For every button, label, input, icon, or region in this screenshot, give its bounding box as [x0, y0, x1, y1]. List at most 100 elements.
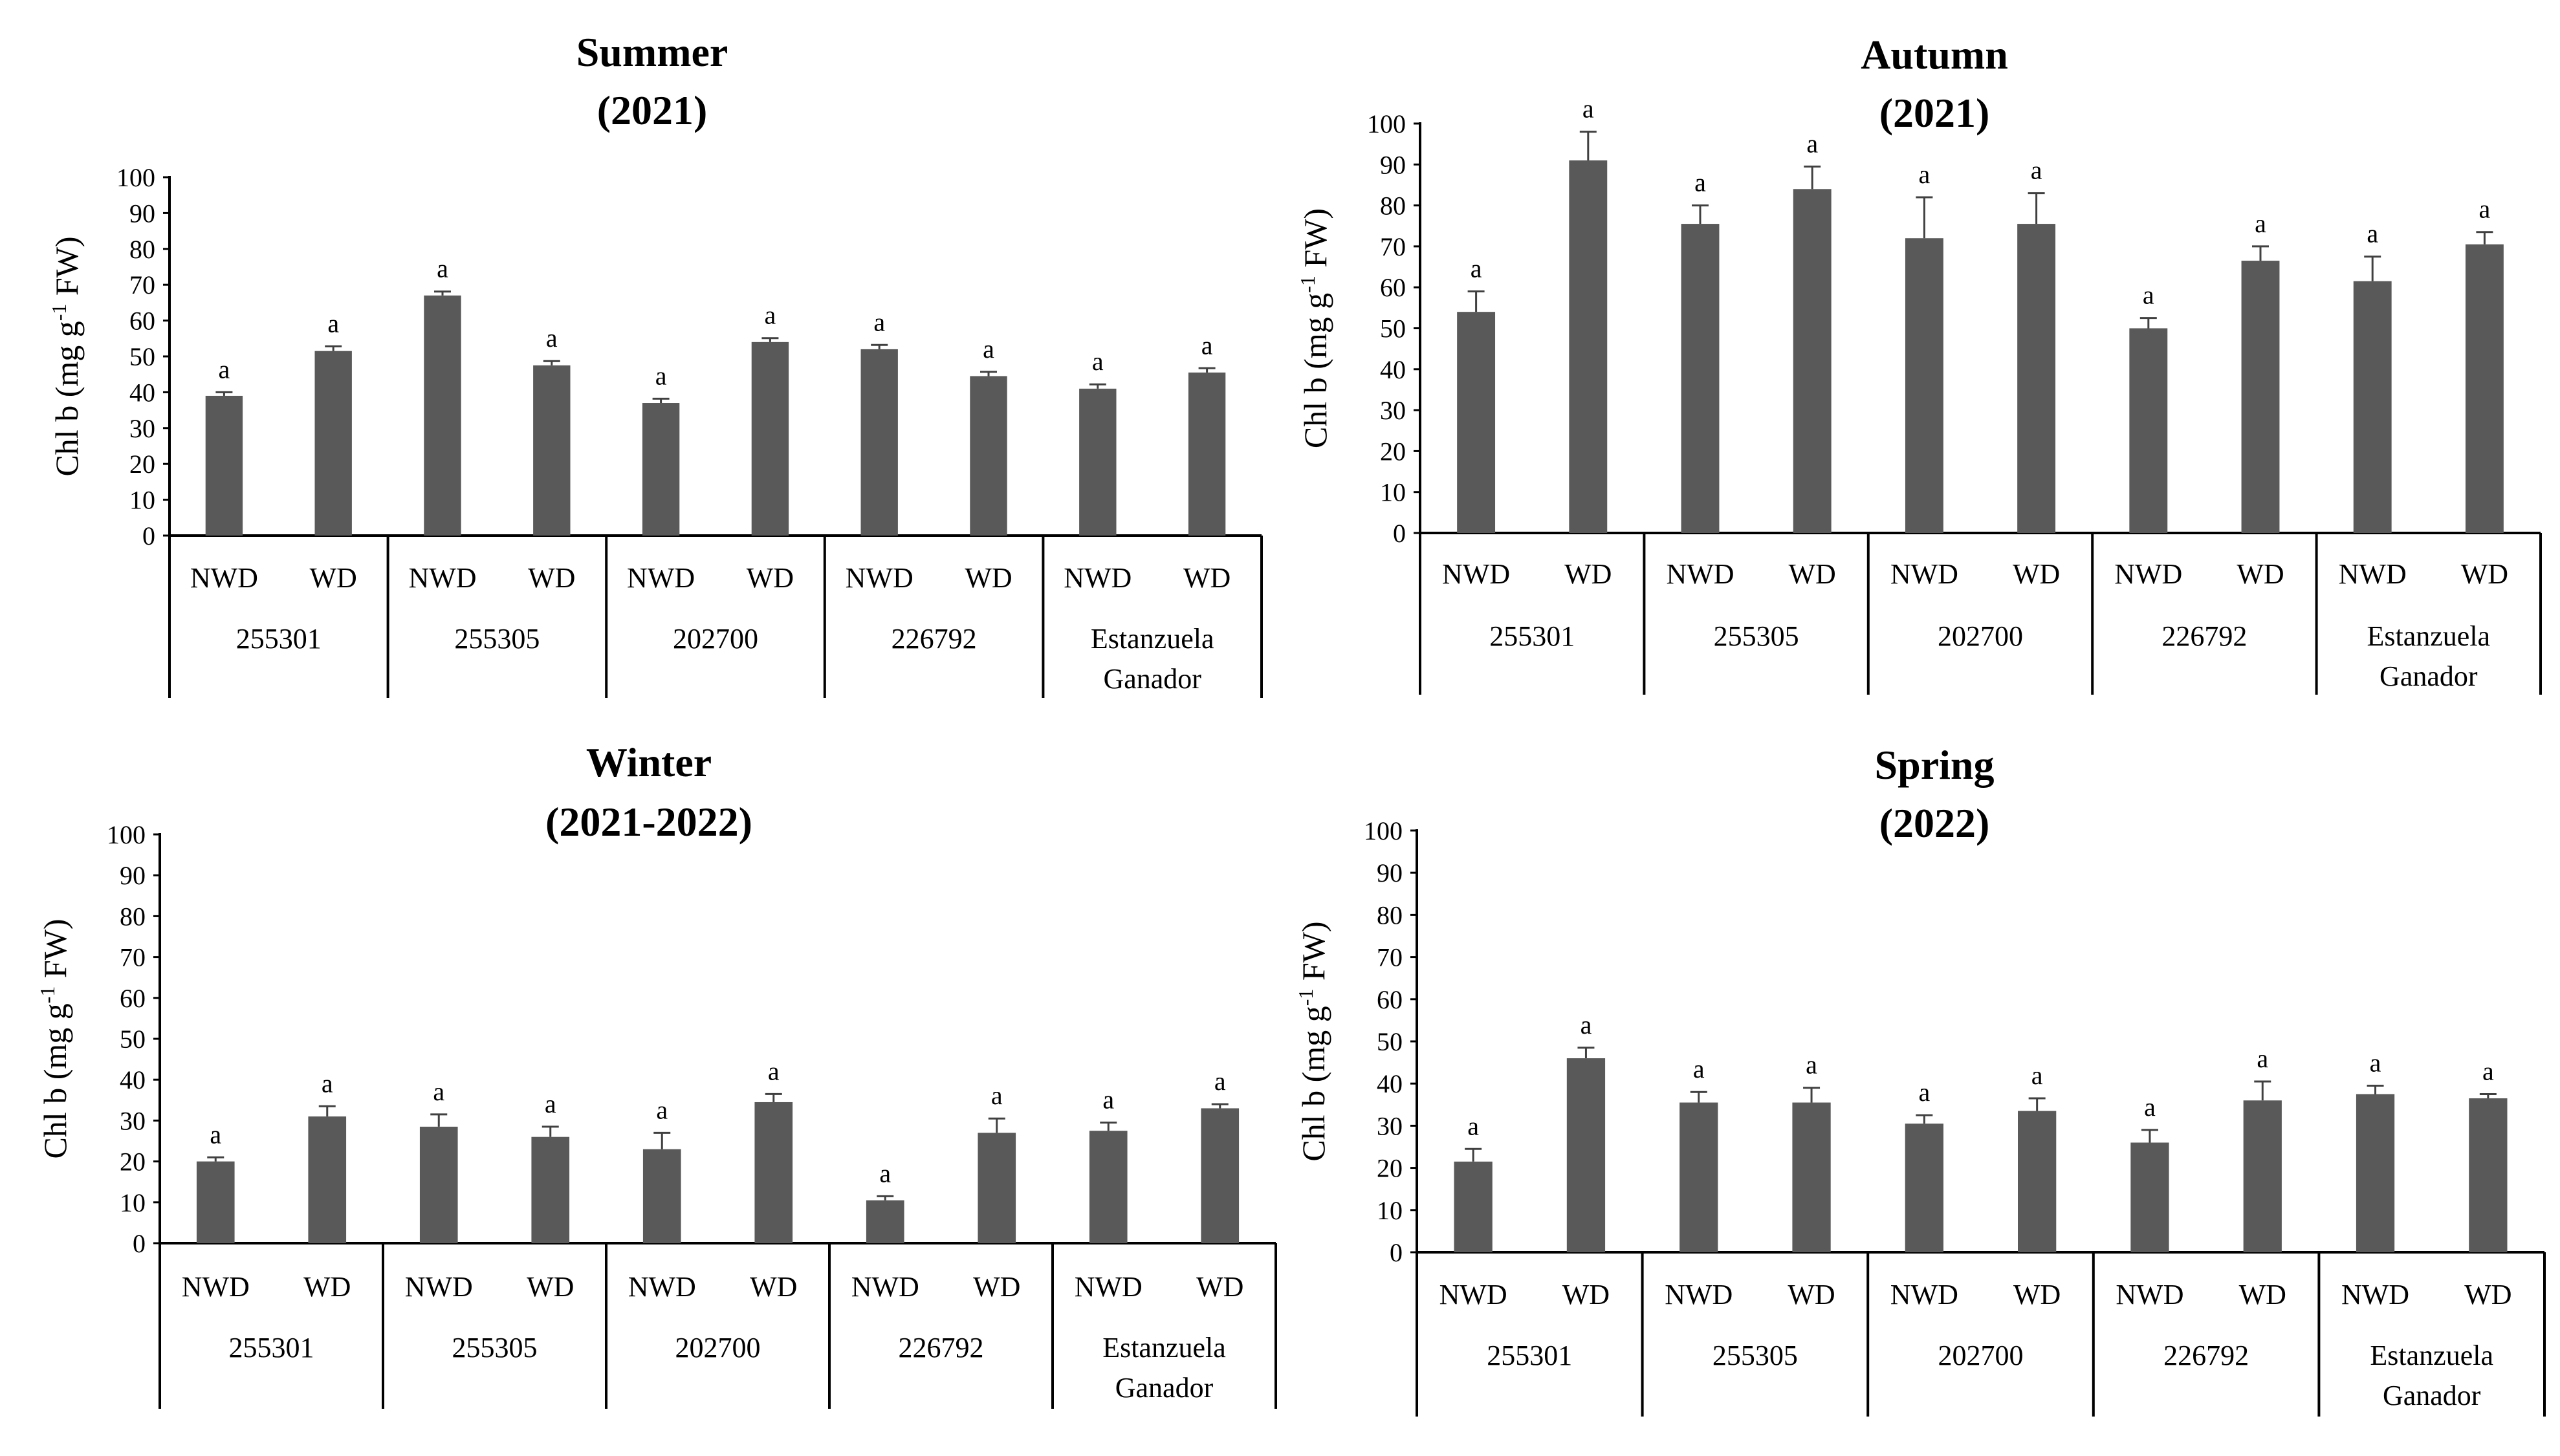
- bar: [1079, 388, 1117, 536]
- group-label: 226792: [892, 623, 977, 655]
- significance-letter: a: [2031, 1061, 2043, 1090]
- bar: [205, 395, 243, 536]
- y-axis-label: Chl b (mg g-1 FW): [36, 918, 73, 1158]
- y-tick-label: 60: [129, 307, 155, 336]
- treatment-label: WD: [527, 1271, 574, 1303]
- significance-letter: a: [765, 301, 776, 330]
- bar: [1457, 312, 1496, 533]
- significance-letter: a: [2370, 1048, 2381, 1077]
- bar: [754, 1102, 793, 1243]
- group-label: 226792: [2161, 620, 2247, 652]
- significance-letter: a: [1918, 1078, 1930, 1107]
- significance-letter: a: [210, 1120, 221, 1149]
- treatment-label: WD: [747, 562, 794, 594]
- treatment-label: NWD: [1439, 1279, 1507, 1310]
- y-tick-label: 100: [116, 163, 155, 192]
- y-tick-label: 80: [1377, 900, 1403, 929]
- treatment-label: NWD: [2114, 558, 2182, 590]
- significance-letter: a: [1092, 347, 1104, 376]
- bar: [1201, 1108, 1240, 1243]
- bar: [1188, 372, 1226, 536]
- y-tick-label: 60: [1380, 273, 1406, 302]
- group-label: Ganador: [1103, 663, 1201, 695]
- significance-letter: a: [656, 1095, 668, 1124]
- treatment-label: NWD: [627, 562, 695, 594]
- y-tick-label: 10: [129, 486, 155, 515]
- treatment-label: NWD: [1064, 562, 1132, 594]
- bar: [314, 351, 352, 536]
- treatment-label: NWD: [2116, 1279, 2183, 1310]
- significance-letter: a: [1806, 129, 1818, 158]
- group-label: 255301: [229, 1332, 314, 1364]
- group-label: 226792: [2163, 1340, 2249, 1371]
- bar: [642, 403, 680, 536]
- treatment-label: NWD: [1890, 558, 1958, 590]
- y-tick-label: 40: [1377, 1069, 1403, 1098]
- treatment-label: NWD: [1890, 1279, 1958, 1310]
- group-label: 255305: [1712, 1340, 1798, 1371]
- group-label: 255301: [1489, 620, 1575, 652]
- treatment-label: WD: [2464, 1279, 2511, 1310]
- significance-letter: a: [437, 254, 448, 283]
- y-tick-label: 90: [120, 861, 146, 890]
- bar: [1681, 224, 1720, 533]
- bar: [1569, 160, 1608, 534]
- y-tick-label: 10: [1380, 478, 1406, 507]
- group-label: Estanzuela: [2370, 1340, 2493, 1371]
- y-tick-label: 30: [1377, 1111, 1403, 1140]
- bar: [1454, 1161, 1493, 1252]
- significance-letter: a: [991, 1081, 1003, 1110]
- significance-letter: a: [879, 1158, 891, 1188]
- bar: [2017, 224, 2056, 533]
- y-tick-label: 100: [1364, 816, 1403, 845]
- treatment-label: WD: [1789, 558, 1836, 590]
- y-tick-label: 60: [1377, 985, 1403, 1014]
- treatment-label: NWD: [1442, 558, 1510, 590]
- chart-panel-spring: Spring (2022) 0 10 20 30 40 50 60 70 80 90 100 Chl b …: [1294, 742, 2546, 1417]
- treatment-label: NWD: [851, 1271, 919, 1303]
- significance-letter: a: [983, 334, 994, 364]
- chart-subtitle: (2022): [1879, 800, 1990, 846]
- bar: [196, 1161, 235, 1243]
- y-tick-label: 20: [1377, 1154, 1403, 1183]
- significance-letter: a: [1201, 331, 1213, 360]
- y-tick-label: 70: [1380, 232, 1406, 261]
- group-label: Ganador: [2379, 660, 2478, 692]
- treatment-label: WD: [2013, 1279, 2061, 1310]
- bar: [308, 1116, 347, 1243]
- treatment-label: WD: [2013, 558, 2060, 590]
- y-tick-label: 0: [133, 1229, 146, 1258]
- group-label: Estanzuela: [1102, 1332, 1226, 1364]
- y-tick-label: 50: [129, 342, 155, 371]
- y-tick-label: 40: [1380, 355, 1406, 384]
- group-label: 202700: [675, 1332, 761, 1364]
- bar: [642, 1149, 681, 1243]
- bar: [978, 1133, 1016, 1243]
- y-tick-label: 70: [120, 943, 146, 972]
- chart-panel-winter: Winter (2021-2022) 0 10 20 30 40 50 60 70 80 90 100 C…: [36, 739, 1277, 1409]
- significance-letter: a: [1467, 1111, 1479, 1140]
- significance-letter: a: [1214, 1067, 1226, 1096]
- chart-title: Winter: [586, 739, 712, 785]
- significance-letter: a: [1582, 94, 1594, 124]
- significance-letter: a: [2255, 209, 2266, 238]
- chart-subtitle: (2021): [1879, 90, 1990, 136]
- bar: [1679, 1102, 1718, 1252]
- treatment-label: NWD: [190, 562, 258, 594]
- significance-letter: a: [219, 354, 230, 384]
- group-label: 255301: [1487, 1340, 1572, 1371]
- y-tick-label: 0: [1390, 1238, 1403, 1267]
- bar: [531, 1136, 570, 1243]
- treatment-label: WD: [1196, 1271, 1243, 1303]
- significance-letter: a: [1806, 1050, 1817, 1080]
- significance-letter: a: [2031, 156, 2042, 185]
- y-tick-label: 30: [120, 1106, 146, 1135]
- treatment-label: WD: [1788, 1279, 1835, 1310]
- y-tick-label: 20: [129, 450, 155, 479]
- chart-subtitle: (2021-2022): [545, 799, 752, 845]
- treatment-label: WD: [2237, 558, 2284, 590]
- bar: [1792, 1102, 1831, 1252]
- significance-letter: a: [873, 307, 885, 336]
- y-axis-label: Chl b (mg g-1 FW): [47, 236, 85, 476]
